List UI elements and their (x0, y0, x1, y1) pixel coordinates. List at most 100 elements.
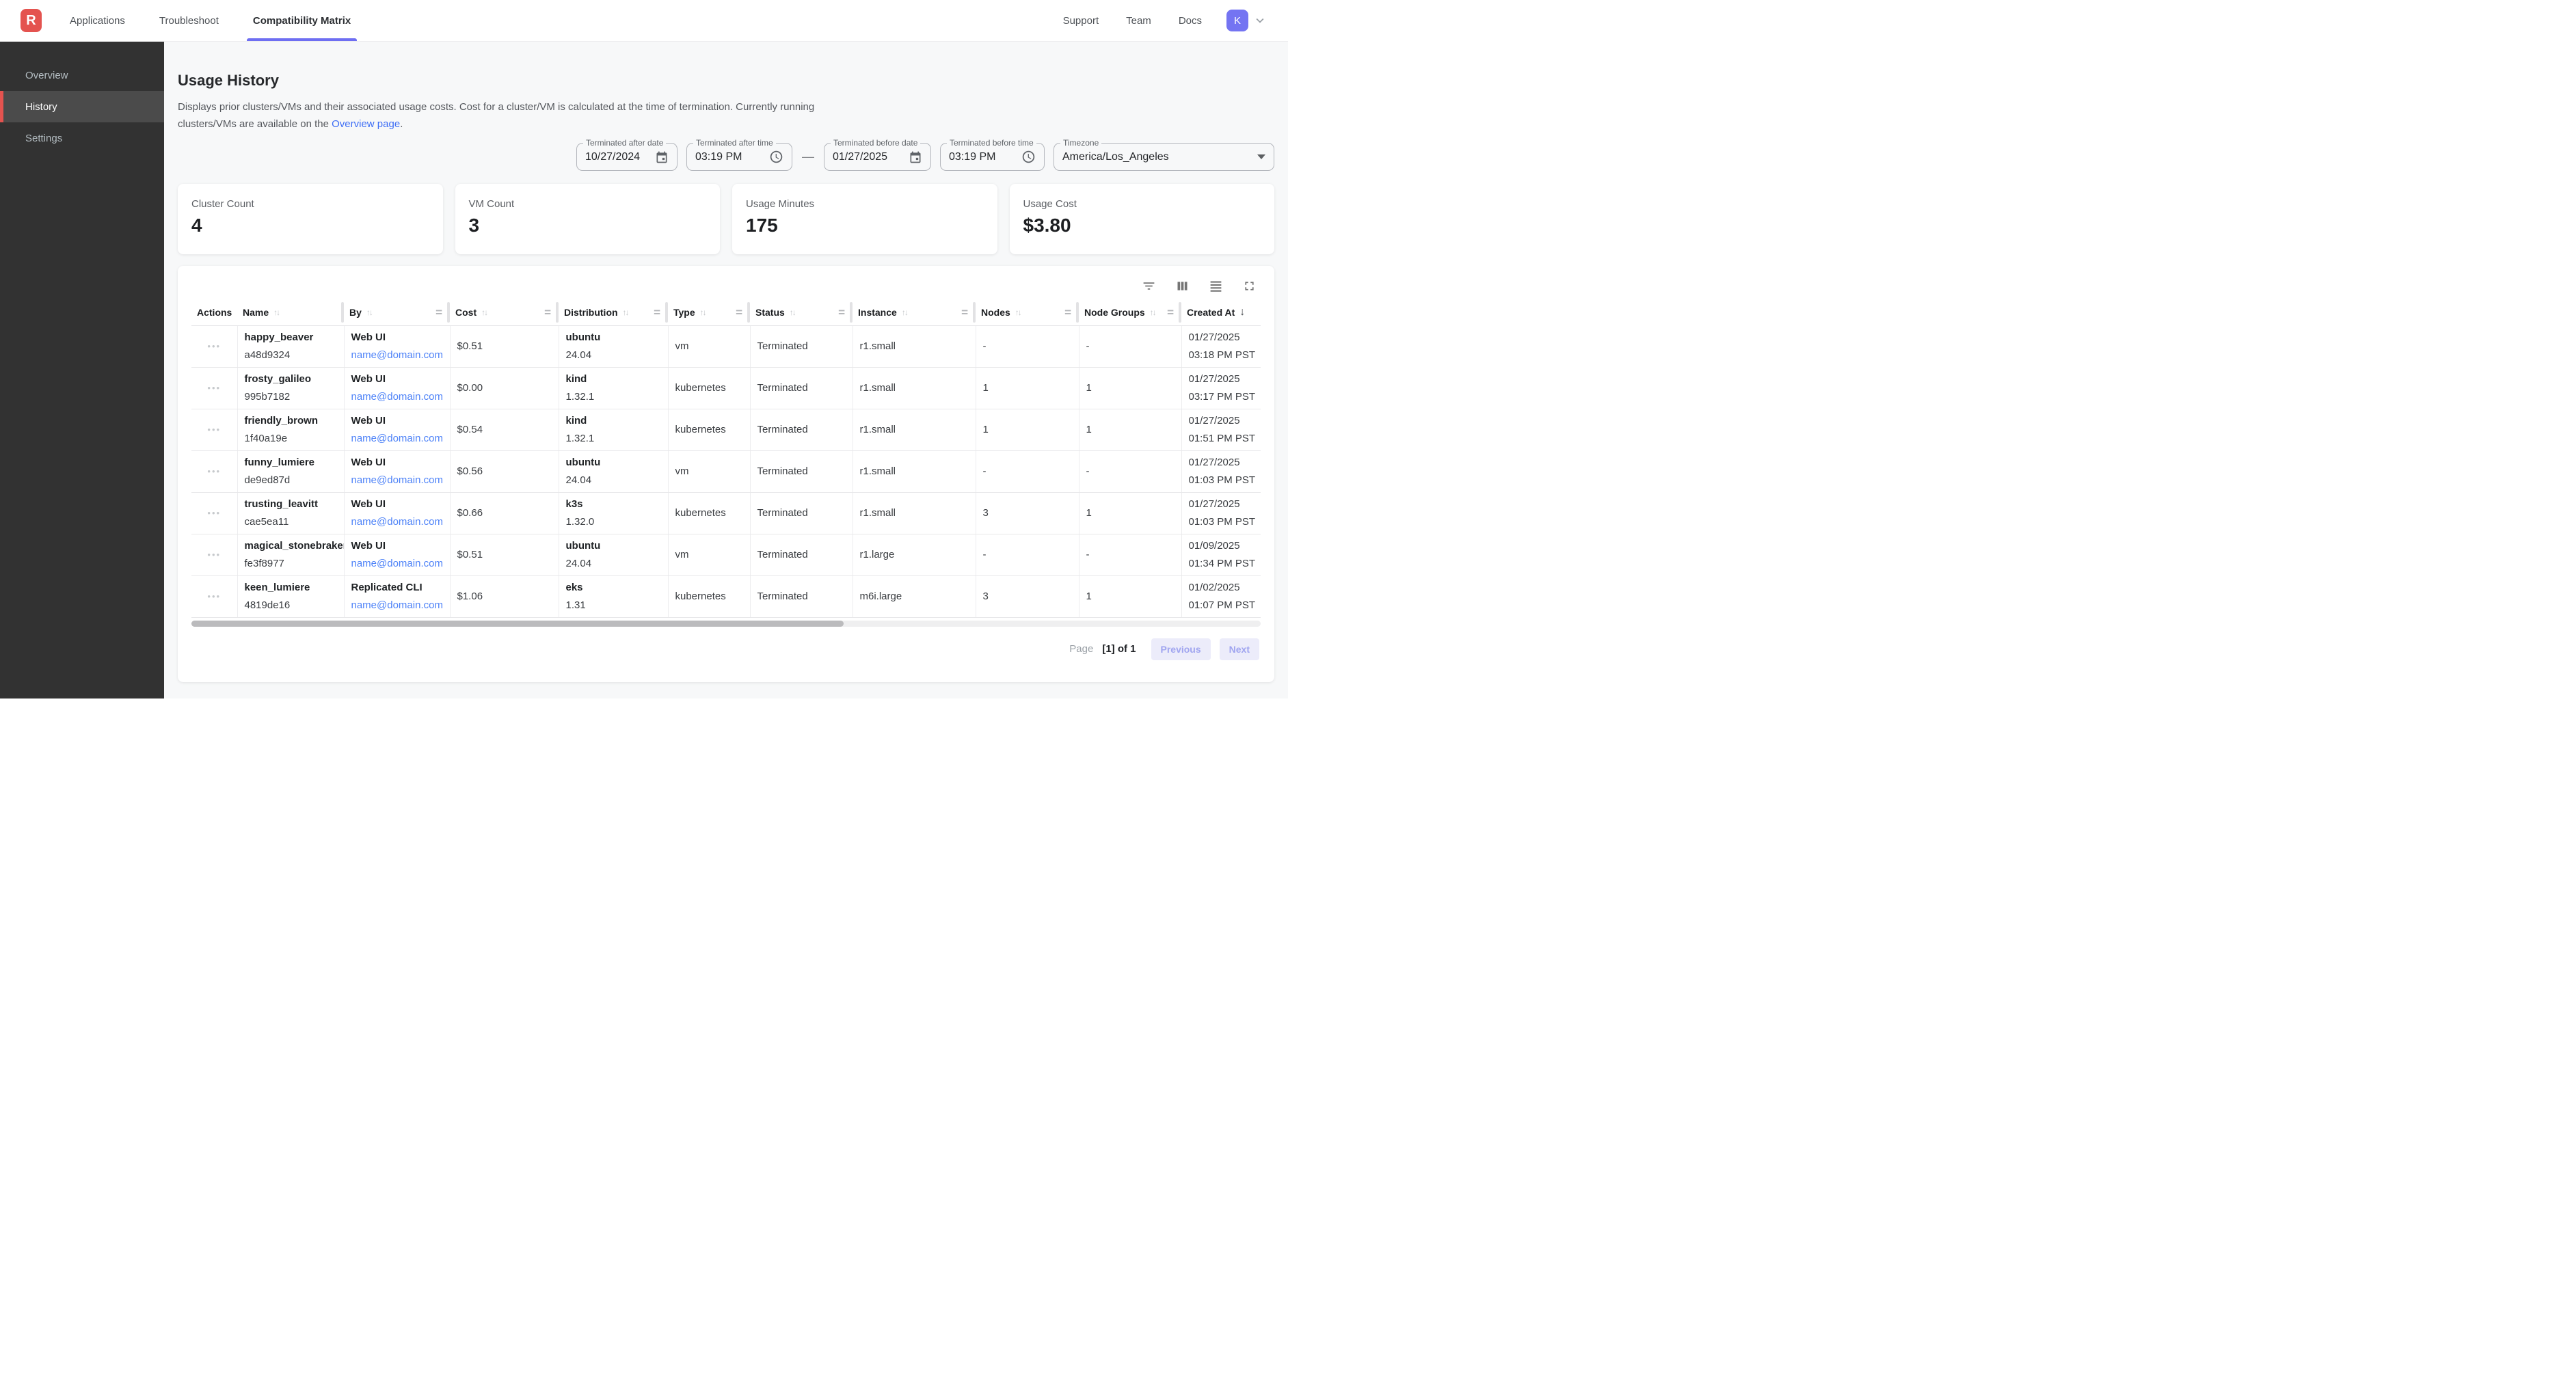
column-header-status[interactable]: Status ↑↓ = (750, 300, 853, 326)
cell-actions: ••• (191, 450, 238, 493)
column-header-instance[interactable]: Instance ↑↓ = (853, 300, 976, 326)
fullscreen-icon[interactable] (1242, 278, 1257, 293)
previous-page-button[interactable]: Previous (1151, 638, 1211, 660)
email-link[interactable]: name@domain.com (351, 599, 443, 611)
column-header-type[interactable]: Type ↑↓ = (668, 300, 750, 326)
overview-page-link[interactable]: Overview page (332, 118, 401, 130)
row-actions-button[interactable]: ••• (207, 550, 222, 560)
column-drag-handle-icon[interactable]: = (1167, 306, 1174, 319)
sort-icon[interactable]: ↑↓ (622, 308, 630, 318)
sort-icon[interactable]: ↑↓ (366, 308, 373, 318)
sort-icon[interactable]: ↑↓ (273, 308, 280, 318)
cell-name: keen_lumiere 4819de16 (237, 575, 345, 618)
terminated-before-time-input[interactable]: Terminated before time 03:19 PM (940, 138, 1045, 171)
email-link[interactable]: name@domain.com (351, 516, 443, 528)
email-link[interactable]: name@domain.com (351, 558, 443, 569)
nav-link-docs[interactable]: Docs (1178, 14, 1202, 27)
created-date: 01/02/2025 (1188, 582, 1240, 593)
column-header-name[interactable]: Name ↑↓ (237, 300, 344, 326)
terminated-before-date-input[interactable]: Terminated before date 01/27/2025 (824, 138, 931, 171)
cell-created-at: 01/09/2025 01:34 PM PST (1181, 534, 1261, 576)
terminated-after-time-input[interactable]: Terminated after time 03:19 PM (686, 138, 792, 171)
sort-desc-icon[interactable]: ↓ (1239, 306, 1246, 318)
sort-icon[interactable]: ↑↓ (1149, 308, 1157, 318)
cell-type: vm (668, 325, 751, 368)
sort-icon[interactable]: ↑↓ (699, 308, 707, 318)
column-header-created-at[interactable]: Created At ↓ (1181, 300, 1261, 326)
sort-icon[interactable]: ↑↓ (901, 308, 909, 318)
cell-created-at: 01/27/2025 03:17 PM PST (1181, 367, 1261, 409)
nav-tab-applications[interactable]: Applications (70, 14, 125, 27)
row-actions-button[interactable]: ••• (207, 341, 222, 351)
distribution-version: 1.32.1 (565, 433, 595, 444)
dropdown-caret-icon[interactable] (1257, 154, 1265, 159)
column-header-node-groups[interactable]: Node Groups ↑↓ = (1079, 300, 1181, 326)
clock-icon[interactable] (769, 150, 783, 164)
row-actions-button[interactable]: ••• (207, 591, 222, 601)
column-header-by[interactable]: By ↑↓ = (344, 300, 450, 326)
created-time: 03:17 PM PST (1188, 391, 1256, 403)
row-actions-button[interactable]: ••• (207, 466, 222, 476)
column-header-nodes[interactable]: Nodes ↑↓ = (976, 300, 1079, 326)
stat-card-cluster-count: Cluster Count 4 (178, 184, 443, 254)
clock-icon[interactable] (1021, 150, 1036, 164)
sidebar-item-settings[interactable]: Settings (25, 132, 63, 144)
density-icon[interactable] (1208, 278, 1223, 293)
column-separator (973, 302, 976, 323)
email-link[interactable]: name@domain.com (351, 474, 443, 486)
created-by-source: Web UI (351, 498, 386, 510)
cell-cost: $0.00 (450, 367, 559, 409)
cell-created-at: 01/27/2025 01:03 PM PST (1181, 450, 1261, 493)
calendar-icon[interactable] (909, 150, 922, 164)
distribution-name: kind (565, 373, 587, 385)
columns-icon[interactable] (1175, 278, 1190, 293)
user-avatar[interactable]: K (1226, 10, 1248, 31)
column-drag-handle-icon[interactable]: = (435, 306, 442, 319)
nav-tab-compatibility-matrix[interactable]: Compatibility Matrix (246, 0, 358, 41)
row-actions-button[interactable]: ••• (207, 383, 222, 393)
timezone-select[interactable]: Timezone America/Los_Angeles (1054, 138, 1274, 171)
nav-tab-troubleshoot[interactable]: Troubleshoot (159, 14, 219, 27)
sidebar-item-overview[interactable]: Overview (25, 69, 68, 81)
filter-icon[interactable] (1141, 278, 1156, 293)
cell-distribution: ubuntu 24.04 (559, 450, 669, 493)
sort-icon[interactable]: ↑↓ (481, 308, 488, 318)
calendar-icon[interactable] (655, 150, 669, 164)
stat-label: Usage Cost (1023, 198, 1077, 210)
horizontal-scrollbar-track[interactable] (191, 620, 1261, 627)
email-link[interactable]: name@domain.com (351, 433, 443, 444)
usage-history-table: Actions Name ↑↓ By ↑↓ = Cost ↑↓ = Distribution ↑↓ =… (191, 300, 1261, 618)
cell-distribution: k3s 1.32.0 (559, 492, 669, 534)
cell-actions: ••• (191, 409, 238, 451)
distribution-name: ubuntu (565, 457, 601, 468)
table-header-row: Actions Name ↑↓ By ↑↓ = Cost ↑↓ = Distribution ↑↓ =… (191, 300, 1261, 326)
email-link[interactable]: name@domain.com (351, 391, 443, 403)
sidebar-item-history[interactable]: History (0, 91, 164, 122)
next-page-button[interactable]: Next (1219, 638, 1259, 660)
stat-value: $3.80 (1023, 215, 1071, 236)
column-header-distribution[interactable]: Distribution ↑↓ = (559, 300, 668, 326)
nav-link-support[interactable]: Support (1062, 14, 1099, 27)
chevron-down-icon[interactable] (1252, 13, 1267, 28)
replicated-logo[interactable]: R (21, 9, 42, 32)
column-header-cost[interactable]: Cost ↑↓ = (450, 300, 559, 326)
column-drag-handle-icon[interactable]: = (961, 306, 968, 319)
column-drag-handle-icon[interactable]: = (736, 306, 742, 319)
row-actions-button[interactable]: ••• (207, 424, 222, 435)
cell-type: kubernetes (668, 492, 751, 534)
column-drag-handle-icon[interactable]: = (654, 306, 660, 319)
column-drag-handle-icon[interactable]: = (1064, 306, 1071, 319)
row-actions-button[interactable]: ••• (207, 508, 222, 518)
sort-icon[interactable]: ↑↓ (1015, 308, 1022, 318)
cell-by: Web UI name@domain.com (344, 534, 451, 576)
sort-icon[interactable]: ↑↓ (789, 308, 796, 318)
page-description: Displays prior clusters/VMs and their as… (178, 98, 1274, 133)
horizontal-scrollbar-thumb[interactable] (191, 620, 844, 627)
created-date: 01/27/2025 (1188, 457, 1240, 468)
nav-link-team[interactable]: Team (1126, 14, 1151, 27)
column-drag-handle-icon[interactable]: = (544, 306, 551, 319)
terminated-after-date-input[interactable]: Terminated after date 10/27/2024 (576, 138, 677, 171)
cell-type: kubernetes (668, 575, 751, 618)
email-link[interactable]: name@domain.com (351, 349, 443, 361)
column-drag-handle-icon[interactable]: = (838, 306, 845, 319)
